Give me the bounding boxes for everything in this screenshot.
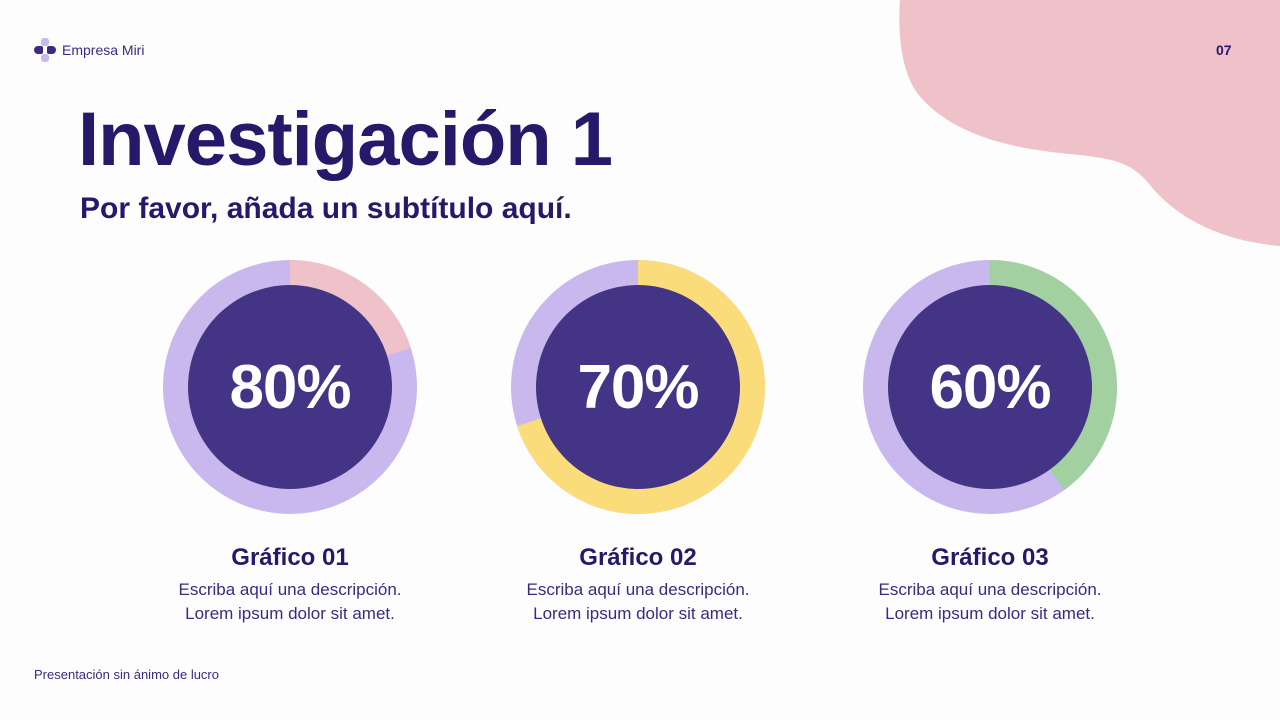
donut-chart: 70%	[511, 260, 765, 514]
flower-cross-logo-icon	[34, 38, 56, 62]
description-line-2: Lorem ipsum dolor sit amet.	[885, 604, 1095, 623]
percentage-label: 70%	[577, 352, 699, 422]
chart-description: Escriba aquí una descripción. Lorem ipsu…	[878, 578, 1101, 626]
chart-title: Gráfico 03	[931, 544, 1049, 571]
donut-ring	[163, 260, 417, 514]
page-number: 07	[1216, 42, 1232, 58]
page-subtitle: Por favor, añada un subtítulo aquí.	[80, 192, 572, 225]
chart-2: 70% Gráfico 02 Escriba aquí una descripc…	[458, 260, 818, 640]
donut-ring	[863, 260, 1117, 514]
percentage-label: 60%	[929, 352, 1051, 422]
chart-1: 80% Gráfico 01 Escriba aquí una descripc…	[110, 260, 470, 640]
donut-chart: 60%	[863, 260, 1117, 514]
footer-text: Presentación sin ánimo de lucro	[34, 667, 219, 682]
donut-ring	[511, 260, 765, 514]
donut-center: 80%	[188, 285, 392, 489]
donut-center: 60%	[888, 285, 1092, 489]
chart-3: 60% Gráfico 03 Escriba aquí una descripc…	[810, 260, 1170, 640]
description-line-1: Escriba aquí una descripción.	[526, 580, 750, 599]
description-line-1: Escriba aquí una descripción.	[878, 580, 1102, 599]
description-line-2: Lorem ipsum dolor sit amet.	[533, 604, 743, 623]
brand-logo: Empresa Miri	[34, 38, 144, 62]
brand-name: Empresa Miri	[62, 42, 145, 58]
page-title: Investigación 1	[78, 97, 613, 182]
percentage-label: 80%	[229, 352, 351, 422]
chart-title: Gráfico 02	[579, 544, 697, 571]
donut-chart: 80%	[163, 260, 417, 514]
description-line-2: Lorem ipsum dolor sit amet.	[185, 604, 395, 623]
donut-center: 70%	[536, 285, 740, 489]
chart-title: Gráfico 01	[231, 544, 349, 571]
chart-description: Escriba aquí una descripción. Lorem ipsu…	[526, 578, 749, 626]
description-line-1: Escriba aquí una descripción.	[178, 580, 402, 599]
chart-description: Escriba aquí una descripción. Lorem ipsu…	[178, 578, 401, 626]
